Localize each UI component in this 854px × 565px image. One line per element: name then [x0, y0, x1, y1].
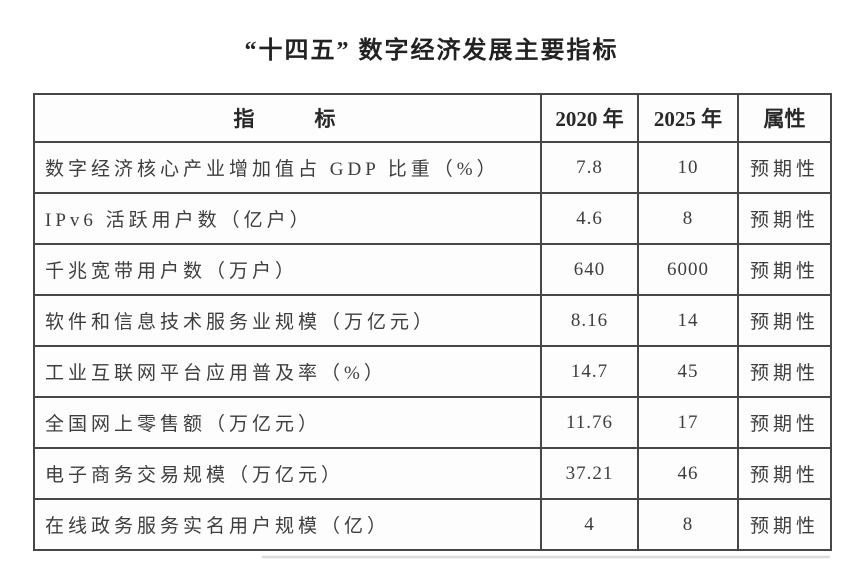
indicator-label: 在线政务服务实名用户规模（亿）: [33, 498, 542, 551]
header-cell-2020: 2020 年: [540, 93, 639, 143]
table-header-row: 指 标 2020 年 2025 年 属性: [33, 93, 832, 143]
value-2020: 4: [540, 498, 639, 551]
value-2020: 4.6: [540, 192, 639, 245]
value-2025: 17: [637, 396, 739, 449]
value-2025: 6000: [637, 243, 739, 296]
attribute-value: 预期性: [737, 141, 832, 194]
table-row: 数字经济核心产业增加值占 GDP 比重（%） 7.8 10 预期性: [33, 141, 832, 194]
value-2020: 640: [540, 243, 639, 296]
value-2020: 11.76: [540, 396, 639, 449]
attribute-value: 预期性: [737, 294, 832, 347]
attribute-value: 预期性: [737, 447, 832, 500]
value-2025: 8: [637, 192, 739, 245]
attribute-value: 预期性: [737, 396, 832, 449]
attribute-value: 预期性: [737, 345, 832, 398]
value-2020: 8.16: [540, 294, 639, 347]
indicator-label: 全国网上零售额（万亿元）: [33, 396, 542, 449]
indicator-label: 工业互联网平台应用普及率（%）: [33, 345, 542, 398]
header-cell-attribute: 属性: [737, 93, 832, 143]
indicator-label: 数字经济核心产业增加值占 GDP 比重（%）: [33, 141, 542, 194]
header-cell-2025: 2025 年: [637, 93, 739, 143]
table-row: 电子商务交易规模（万亿元） 37.21 46 预期性: [33, 447, 832, 500]
attribute-value: 预期性: [737, 243, 832, 296]
table-row: 软件和信息技术服务业规模（万亿元） 8.16 14 预期性: [33, 294, 832, 347]
table-row: IPv6 活跃用户数（亿户） 4.6 8 预期性: [33, 192, 832, 245]
header-cell-indicator: 指 标: [33, 93, 542, 143]
table-row: 在线政务服务实名用户规模（亿） 4 8 预期性: [33, 498, 832, 551]
page-title: “十四五” 数字经济发展主要指标: [244, 38, 619, 64]
value-2025: 45: [637, 345, 739, 398]
scan-shadow-line: [262, 556, 830, 558]
value-2020: 14.7: [540, 345, 639, 398]
table-row: 千兆宽带用户数（万户） 640 6000 预期性: [33, 243, 832, 296]
indicator-label: 软件和信息技术服务业规模（万亿元）: [33, 294, 542, 347]
table-row: 工业互联网平台应用普及率（%） 14.7 45 预期性: [33, 345, 832, 398]
value-2020: 37.21: [540, 447, 639, 500]
indicator-label: 电子商务交易规模（万亿元）: [33, 447, 542, 500]
indicator-label: IPv6 活跃用户数（亿户）: [33, 192, 542, 245]
attribute-value: 预期性: [737, 498, 832, 551]
value-2025: 8: [637, 498, 739, 551]
table-row: 全国网上零售额（万亿元） 11.76 17 预期性: [33, 396, 832, 449]
indicator-label: 千兆宽带用户数（万户）: [33, 243, 542, 296]
value-2020: 7.8: [540, 141, 639, 194]
attribute-value: 预期性: [737, 192, 832, 245]
value-2025: 10: [637, 141, 739, 194]
indicators-table: 指 标 2020 年 2025 年 属性 数字经济核心产业增加值占 GDP 比重…: [33, 93, 832, 551]
value-2025: 46: [637, 447, 739, 500]
value-2025: 14: [637, 294, 739, 347]
